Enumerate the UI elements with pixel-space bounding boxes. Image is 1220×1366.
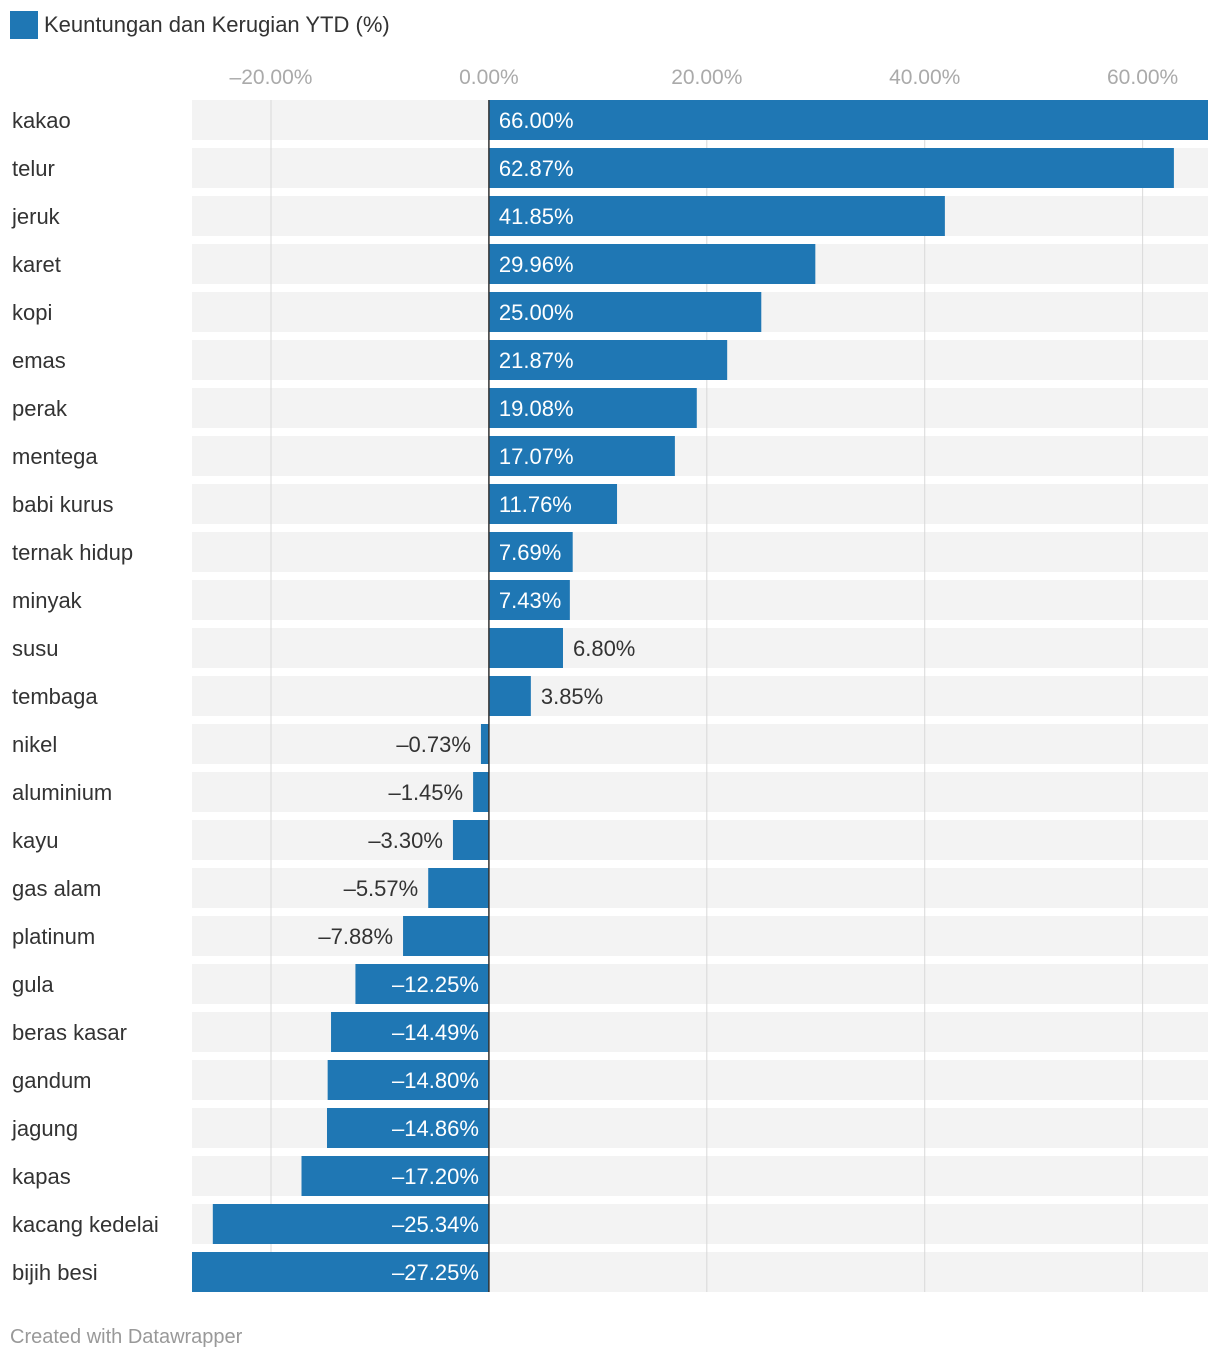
- bar: [488, 388, 697, 428]
- value-label: 7.43%: [499, 588, 561, 613]
- bar: [488, 292, 762, 332]
- category-label: telur: [12, 156, 55, 181]
- bar: [480, 724, 489, 764]
- bar: [488, 148, 1174, 188]
- bar: [488, 340, 728, 380]
- bar: [488, 484, 618, 524]
- x-tick-label: 60.00%: [1107, 66, 1178, 89]
- category-label: aluminium: [12, 780, 112, 805]
- value-label: 6.80%: [573, 636, 635, 661]
- row-track: [192, 916, 1208, 956]
- category-label: kacang kedelai: [12, 1212, 159, 1237]
- bar: [331, 1012, 489, 1052]
- value-label: 19.08%: [499, 396, 574, 421]
- row-track: [192, 868, 1208, 908]
- value-label: 66.00%: [499, 108, 574, 133]
- value-label: –0.73%: [396, 732, 471, 757]
- row-track: [192, 532, 1208, 572]
- row-track: [192, 580, 1208, 620]
- category-label: jeruk: [11, 204, 61, 229]
- row-track: [192, 484, 1208, 524]
- value-label: 62.87%: [499, 156, 574, 181]
- bar: [488, 580, 570, 620]
- x-tick-label: 0.00%: [459, 66, 519, 89]
- value-label: –14.49%: [392, 1020, 479, 1045]
- value-label: 21.87%: [499, 348, 574, 373]
- row-track: [192, 388, 1208, 428]
- bar: [355, 964, 489, 1004]
- bar: [326, 1108, 489, 1148]
- category-label: minyak: [12, 588, 83, 613]
- x-tick-label: –20.00%: [230, 66, 313, 89]
- value-label: –1.45%: [388, 780, 463, 805]
- value-label: –7.88%: [318, 924, 393, 949]
- bar: [452, 820, 489, 860]
- legend: Keuntungan dan Kerugian YTD (%): [10, 10, 390, 40]
- row-track: [192, 964, 1208, 1004]
- category-label: jagung: [11, 1116, 78, 1141]
- bar: [488, 100, 1208, 140]
- value-label: 41.85%: [499, 204, 574, 229]
- bar: [488, 436, 675, 476]
- value-label: –25.34%: [392, 1212, 479, 1237]
- value-label: –12.25%: [392, 972, 479, 997]
- legend-swatch: [10, 11, 38, 39]
- category-label: nikel: [12, 732, 57, 757]
- category-label: beras kasar: [12, 1020, 127, 1045]
- row-track: [192, 820, 1208, 860]
- value-label: –14.86%: [392, 1116, 479, 1141]
- value-label: –17.20%: [392, 1164, 479, 1189]
- bar: [488, 244, 816, 284]
- category-label: gas alam: [12, 876, 101, 901]
- legend-label: Keuntungan dan Kerugian YTD (%): [44, 12, 390, 37]
- value-label: –3.30%: [368, 828, 443, 853]
- row-track: [192, 724, 1208, 764]
- category-label: kopi: [12, 300, 52, 325]
- category-label: susu: [12, 636, 58, 661]
- bar: [473, 772, 489, 812]
- category-label: kapas: [12, 1164, 71, 1189]
- category-label: mentega: [12, 444, 98, 469]
- bar: [488, 676, 531, 716]
- category-label: emas: [12, 348, 66, 373]
- category-label: perak: [12, 396, 68, 421]
- value-label: –27.25%: [392, 1260, 479, 1285]
- bar: [403, 916, 489, 956]
- footer-credit: Created with Datawrapper: [10, 1326, 243, 1348]
- row-track: [192, 436, 1208, 476]
- row-track: [192, 676, 1208, 716]
- value-label: –5.57%: [344, 876, 419, 901]
- bar: [212, 1204, 489, 1244]
- value-label: 3.85%: [541, 684, 603, 709]
- bar: [301, 1156, 489, 1196]
- bar: [488, 532, 573, 572]
- value-label: 25.00%: [499, 300, 574, 325]
- value-label: 7.69%: [499, 540, 561, 565]
- value-label: 11.76%: [499, 492, 572, 517]
- row-track: [192, 772, 1208, 812]
- row-track: [192, 628, 1208, 668]
- bar: [428, 868, 489, 908]
- bar: [192, 1252, 489, 1292]
- category-label: tembaga: [12, 684, 98, 709]
- category-label: bijih besi: [12, 1260, 98, 1285]
- category-label: babi kurus: [12, 492, 114, 517]
- x-tick-label: 20.00%: [671, 66, 742, 89]
- category-label: gula: [12, 972, 54, 997]
- value-label: –14.80%: [392, 1068, 479, 1093]
- bar-chart: –20.00% 0.00% 20.00% 40.00% 60.00% kakao 66.00…: [11, 66, 1208, 1292]
- category-label: kakao: [12, 108, 71, 133]
- value-label: 29.96%: [499, 252, 574, 277]
- category-label: ternak hidup: [12, 540, 133, 565]
- category-label: kayu: [12, 828, 58, 853]
- bar: [488, 628, 563, 668]
- x-tick-label: 40.00%: [889, 66, 960, 89]
- bar: [327, 1060, 489, 1100]
- bar: [488, 196, 945, 236]
- value-label: 17.07%: [499, 444, 574, 469]
- category-label: karet: [12, 252, 61, 277]
- category-label: gandum: [12, 1068, 92, 1093]
- category-label: platinum: [12, 924, 95, 949]
